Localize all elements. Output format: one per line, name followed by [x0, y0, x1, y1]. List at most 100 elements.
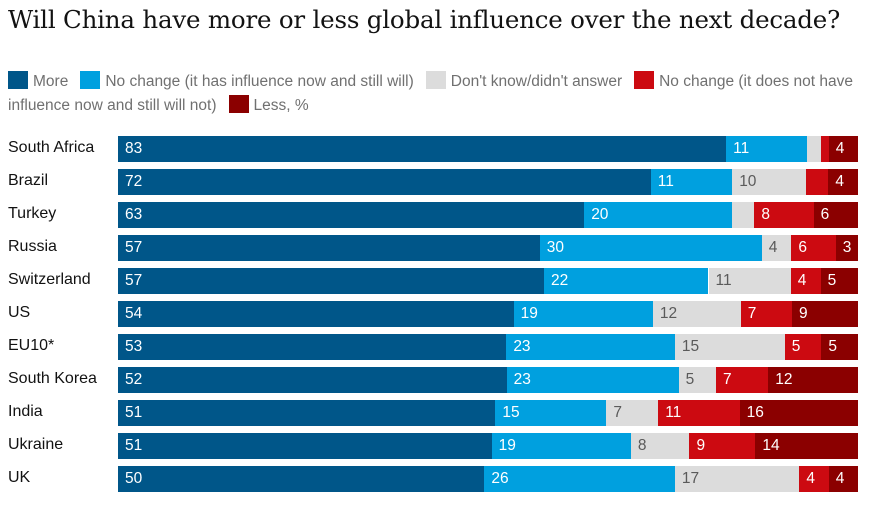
data-label: 11	[715, 272, 732, 289]
bar-segment: 5	[784, 334, 822, 360]
data-label: 83	[125, 140, 143, 157]
category-label: US	[8, 304, 31, 321]
legend-label: No change (it does not have influence no…	[8, 73, 853, 114]
bar-segment: 57	[118, 268, 545, 294]
bar-segment: 23	[506, 334, 675, 360]
data-label: 7	[613, 404, 623, 421]
stacked-bar: 57 30 4 6 3	[118, 235, 858, 261]
data-label: 15	[681, 338, 700, 355]
data-label: 5	[685, 371, 695, 388]
bar-segment: 11	[726, 136, 807, 162]
bar-segment: 4	[790, 268, 821, 294]
bar-segment: 5	[821, 334, 858, 360]
bar-segment: 17	[674, 466, 800, 492]
category-label: Switzerland	[8, 271, 91, 288]
bar-segment: 53	[118, 334, 507, 360]
legend-label: Less, %	[253, 97, 309, 114]
data-label: 4	[835, 140, 845, 157]
legend-item: No change (it does not have influence no…	[8, 71, 853, 114]
data-label: 23	[513, 338, 531, 355]
data-label: 17	[681, 470, 700, 487]
bar-segment: 4	[828, 136, 858, 162]
data-label: 51	[125, 437, 143, 454]
legend: More No change (it has influence now and …	[8, 70, 866, 118]
data-label: 3	[842, 239, 852, 256]
data-label: 7	[747, 305, 757, 322]
bar-segment: 83	[118, 136, 727, 162]
legend-swatch	[228, 95, 249, 113]
bar-segment: 4	[828, 169, 858, 195]
bar-segment: 5	[678, 367, 716, 393]
bar-row: Russia 57 30 4 6 3	[8, 233, 860, 261]
bar-segment: 50	[118, 466, 485, 492]
data-label: 11	[733, 140, 750, 157]
category-label: UK	[8, 469, 31, 486]
bar-segment: 63	[118, 202, 585, 228]
category-label: Ukraine	[8, 436, 64, 453]
data-label: 9	[799, 305, 808, 322]
bar-segment: 5	[820, 268, 858, 294]
bar-segment: 12	[768, 367, 858, 393]
bar-segment: 15	[674, 334, 785, 360]
data-label: 6	[798, 239, 808, 256]
data-label: 4	[806, 470, 815, 487]
legend-item: No change (it has influence now and stil…	[80, 71, 414, 90]
data-label: 19	[520, 305, 538, 322]
bar-segment: 19	[491, 433, 631, 459]
bar-segment: 26	[484, 466, 675, 492]
data-label: 4	[835, 470, 845, 487]
data-label: 51	[125, 404, 143, 421]
legend-swatch	[8, 71, 28, 89]
legend-label: Don't know/didn't answer	[450, 73, 623, 90]
data-label: 9	[696, 437, 706, 454]
data-label: 57	[125, 272, 143, 289]
data-label: 16	[746, 404, 764, 421]
category-label: Russia	[8, 238, 57, 255]
data-label: 50	[125, 470, 143, 487]
bar-row: South Africa 83 11 4	[8, 134, 860, 162]
data-label: 7	[722, 371, 732, 388]
bar-row: Turkey 63 20 8 6	[8, 200, 860, 228]
legend-label: No change (it has influence now and stil…	[105, 73, 414, 90]
stacked-bar: 53 23 15 5 5	[118, 334, 858, 360]
bar-row: South Korea 52 23 5 7 12	[8, 365, 860, 393]
bar-segment: 8	[754, 202, 814, 228]
legend-swatch	[425, 71, 446, 89]
legend-swatch	[634, 71, 655, 89]
bar-segment: 4	[828, 466, 858, 492]
data-label: 4	[835, 173, 845, 190]
stacked-bar: 50 26 17 4 4	[118, 466, 858, 492]
legend-swatch	[80, 71, 101, 89]
data-label: 23	[513, 371, 531, 388]
data-label: 30	[546, 239, 565, 256]
bar-segment	[806, 136, 822, 162]
data-label: 5	[828, 338, 837, 355]
bar-segment	[821, 136, 829, 162]
data-label: 63	[125, 206, 143, 223]
category-label: Turkey	[8, 205, 57, 222]
category-label: Brazil	[8, 172, 49, 189]
stacked-bar: 83 11 4	[118, 136, 858, 162]
bar-row: UK 50 26 17 4 4	[8, 464, 860, 492]
bar-segment: 72	[118, 169, 651, 195]
data-label: 72	[125, 173, 143, 190]
legend-item: Don't know/didn't answer	[425, 71, 623, 90]
bar-segment: 14	[755, 433, 858, 459]
category-label: South Korea	[8, 370, 97, 387]
bar-segment: 30	[539, 235, 762, 261]
bar-row: India 51 15 7 11 16	[8, 398, 860, 426]
bar-segment: 11	[650, 169, 733, 195]
bar-segment: 10	[732, 169, 807, 195]
bar-segment	[732, 202, 755, 228]
stacked-bar: 54 19 12 7 9	[118, 301, 858, 327]
stacked-bar: 63 20 8 6	[118, 202, 858, 228]
stacked-bar: 51 19 8 9 14	[118, 433, 858, 459]
data-label: 5	[791, 338, 801, 355]
category-label: EU10*	[8, 337, 55, 354]
bar-row: Switzerland 57 22 11 4 5	[8, 266, 860, 294]
bar-segment: 19	[513, 301, 653, 327]
data-label: 19	[498, 437, 516, 454]
bar-segment: 22	[544, 268, 709, 294]
data-label: 14	[762, 437, 780, 454]
bar-segment: 54	[118, 301, 514, 327]
